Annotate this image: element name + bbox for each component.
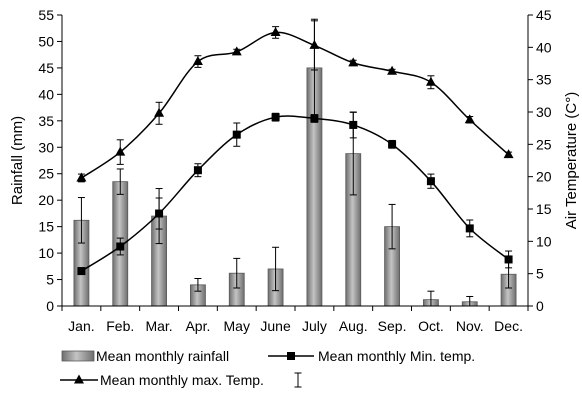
left-tick-label: 50: [38, 33, 54, 49]
left-tick-label: 0: [46, 298, 54, 314]
legend: Mean monthly rainfall Mean monthly Min. t…: [60, 348, 475, 388]
max-temp-point: [387, 65, 398, 75]
rainfall-error-bar: [194, 277, 202, 292]
left-axis-label: Rainfall (mm): [9, 116, 26, 205]
max-temp-point: [503, 149, 514, 159]
min-temp-point: [426, 177, 435, 186]
right-axis-label: Air Temperature (C°): [563, 92, 580, 229]
x-tick-label: Aug.: [339, 318, 368, 334]
right-tick-label: 20: [536, 169, 552, 185]
x-tick-label: Oct.: [418, 318, 444, 334]
right-tick-label: 15: [536, 201, 552, 217]
x-tick-label: July: [302, 318, 327, 334]
rainfall-bars: [73, 67, 517, 307]
axes: 0 5 10 15 20 25 30 35 40 45 50 55 0 5 10 15 20 25 30 35 40 45…: [9, 7, 580, 334]
left-tick-label: 20: [38, 192, 54, 208]
min-temp-point: [271, 113, 280, 122]
x-tick-label: Sep.: [378, 318, 407, 334]
max-temp-point: [231, 46, 242, 56]
legend-min-temp-marker: [287, 352, 295, 360]
max-temp-point: [192, 56, 203, 66]
max-temp-point: [309, 39, 320, 49]
error-bars: [77, 18, 513, 307]
max-temp-point: [270, 26, 281, 36]
x-tick-label: Dec.: [494, 318, 523, 334]
min-temp-line: [81, 115, 510, 272]
left-tick-label: 25: [38, 166, 54, 182]
left-tick-label: 30: [38, 139, 54, 155]
left-tick-label: 15: [38, 219, 54, 235]
max-temp-point: [425, 76, 436, 86]
min-temp-point: [349, 120, 358, 129]
legend-min-temp-label: Mean monthly Min. temp.: [318, 348, 475, 364]
x-tick-label: Nov.: [456, 318, 484, 334]
max-temp-line: [81, 31, 510, 179]
x-tick-label: Feb.: [106, 318, 134, 334]
max-temp-point: [115, 146, 126, 156]
left-tick-label: 10: [38, 245, 54, 261]
min-temp-point: [116, 242, 125, 251]
min-temp-point: [504, 255, 513, 264]
rainfall-error-bar: [272, 246, 280, 292]
max-temp-point: [76, 172, 87, 182]
legend-rainfall-swatch: [61, 350, 95, 362]
min-temp-point: [77, 267, 86, 276]
rainfall-error-bar: [116, 168, 124, 195]
temperature-lines: [76, 26, 514, 276]
left-tick-label: 5: [46, 272, 54, 288]
rainfall-error-bar: [77, 197, 85, 244]
min-temp-point: [193, 166, 202, 175]
max-temp-point: [154, 107, 165, 117]
legend-error-bar-symbol: [294, 372, 302, 388]
x-tick-label: June: [260, 318, 291, 334]
right-tick-label: 0: [536, 298, 544, 314]
rainfall-error-bar: [233, 257, 241, 289]
x-tick-label: Jan.: [68, 318, 94, 334]
right-tick-label: 25: [536, 136, 552, 152]
max-temp-point: [464, 114, 475, 124]
min-temp-point: [388, 140, 397, 149]
x-tick-label: Mar.: [145, 318, 172, 334]
left-tick-label: 40: [38, 86, 54, 102]
max-temp-point: [348, 57, 359, 67]
left-tick-label: 55: [38, 7, 54, 23]
left-tick-label: 45: [38, 60, 54, 76]
right-tick-label: 45: [536, 7, 552, 23]
left-tick-label: 35: [38, 113, 54, 129]
min-temp-point: [155, 209, 164, 218]
right-tick-label: 35: [536, 72, 552, 88]
legend-max-temp-label: Mean monthly max. Temp.: [100, 372, 264, 388]
legend-rainfall-label: Mean monthly rainfall: [96, 348, 229, 364]
x-tick-label: Apr.: [185, 318, 210, 334]
legend-max-temp-marker: [74, 374, 84, 384]
right-tick-label: 5: [536, 266, 544, 282]
min-temp-point: [465, 224, 474, 233]
min-temp-point: [232, 130, 241, 139]
rainfall-error-bar: [388, 203, 396, 250]
min-temp-point: [310, 114, 319, 123]
right-tick-label: 30: [536, 104, 552, 120]
x-tick-label: May: [224, 318, 250, 334]
right-tick-label: 10: [536, 233, 552, 249]
right-tick-label: 40: [536, 39, 552, 55]
